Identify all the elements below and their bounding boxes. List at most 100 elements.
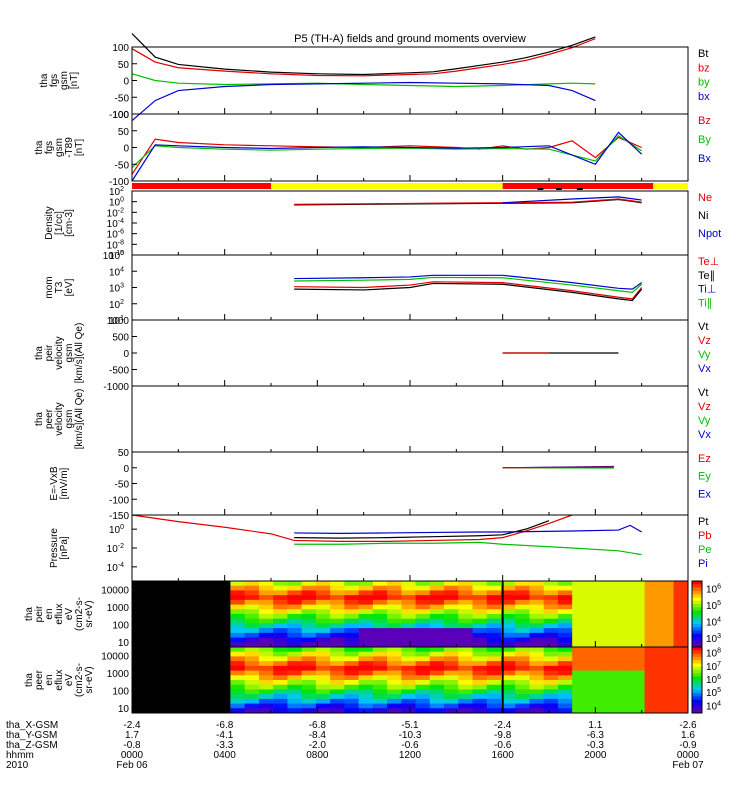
y-axis-label: E=-VxB xyxy=(49,466,60,501)
spectrogram-cell xyxy=(601,680,617,686)
spectrogram-cell xyxy=(401,618,417,624)
spectrogram-cell xyxy=(330,599,345,606)
spectrogram-cell xyxy=(358,632,374,639)
spectrogram-cell xyxy=(515,694,530,700)
series-line-Pi xyxy=(294,524,642,534)
spectrogram-cell xyxy=(330,628,345,634)
spectrogram-cell xyxy=(572,618,588,624)
spectrogram-cell xyxy=(586,651,602,657)
legend-Vt: Vt xyxy=(698,387,708,399)
spectrogram-cell xyxy=(615,628,631,634)
spectrogram-cell xyxy=(529,618,545,624)
spectrogram-cell xyxy=(330,623,345,629)
no-data-region xyxy=(132,647,231,713)
legend-Vy: Vy xyxy=(698,349,711,361)
spectrogram-cell xyxy=(586,628,602,634)
spectrogram-cell xyxy=(543,665,559,672)
x-tick-label: -2.4 xyxy=(494,720,512,731)
spectrogram-cell xyxy=(500,698,516,705)
spectrogram-cell xyxy=(472,656,488,662)
spectrogram-cell xyxy=(273,670,288,676)
colorbar-tick-label: 105 xyxy=(706,687,721,699)
colorbar-segment xyxy=(692,607,702,612)
mode-bar-segment xyxy=(132,183,271,189)
series-line-Ti∥ xyxy=(294,276,643,294)
spectrogram-cell xyxy=(444,684,459,690)
legend-Pi: Pi xyxy=(698,558,708,570)
spectrogram-cell xyxy=(358,581,374,587)
legend-Ez: Ez xyxy=(698,453,711,465)
spectrogram-cell xyxy=(387,637,402,643)
spectrogram-cell xyxy=(444,599,459,606)
spectrogram-cell xyxy=(615,670,631,676)
spectrogram-cell xyxy=(372,585,388,591)
spectrogram-cell xyxy=(644,595,660,601)
spectrogram-cell xyxy=(401,585,417,591)
x-tick-label: 0400 xyxy=(214,750,237,761)
spectrogram-cell xyxy=(230,680,246,686)
spectrogram-cell xyxy=(529,689,545,695)
spectrogram-cell xyxy=(401,661,417,667)
panel-peer-velocity: tha peer velocity gsm [km/s](All Qe) Vt Vz Vy Vx xyxy=(34,385,711,453)
spectrogram-cell xyxy=(330,680,345,686)
spectrogram-cell xyxy=(472,684,488,690)
spectrogram-cell xyxy=(344,632,360,639)
y-tick-label: -1000 xyxy=(103,382,129,393)
spectrogram-cell xyxy=(659,689,675,695)
spectrogram-cell xyxy=(358,684,374,690)
y-axis-label: tha xyxy=(34,140,45,154)
spectrogram-cell xyxy=(287,581,303,587)
spectrogram-cell xyxy=(557,585,573,591)
spectrogram-cell xyxy=(630,590,646,596)
y-axis-label: (cm2-s- xyxy=(74,597,85,631)
spectrogram-cell xyxy=(644,680,660,686)
spectrogram-cell xyxy=(358,689,374,695)
spectrogram-cell xyxy=(258,642,274,648)
spectrogram-cell xyxy=(358,665,374,672)
spectrogram-cell xyxy=(444,637,459,643)
spectrogram-cell xyxy=(330,689,345,695)
colorbar-segment xyxy=(692,706,702,711)
spectrogram-cell xyxy=(572,609,588,615)
spectrogram-cell xyxy=(330,590,345,596)
spectrogram-cell xyxy=(529,614,545,620)
spectrogram-cell xyxy=(515,661,530,667)
spectrogram-cell xyxy=(586,680,602,686)
spectrogram-cell xyxy=(315,618,331,624)
spectrogram-cell xyxy=(659,632,675,639)
spectrogram-cell xyxy=(401,614,417,620)
spectrogram-cell xyxy=(429,595,445,601)
spectrogram-cell xyxy=(358,599,374,606)
spectrogram-cell xyxy=(301,642,317,648)
spectrogram-cell xyxy=(615,665,631,672)
spectrogram-cell xyxy=(429,684,445,690)
spectrogram-cell xyxy=(543,661,559,667)
spectrogram-cell xyxy=(659,604,675,610)
spectrogram-cell xyxy=(644,684,660,690)
spectrogram-cell xyxy=(344,581,360,587)
spectrogram-cell xyxy=(557,665,573,672)
spectrogram-cell xyxy=(673,632,689,639)
spectrogram-cell xyxy=(230,595,246,601)
y-axis-label: Density xyxy=(44,206,55,239)
spectrogram-cell xyxy=(387,632,402,639)
x-tick-label: -0.9 xyxy=(679,740,697,751)
spectrogram-cell xyxy=(273,618,288,624)
spectrogram-cell xyxy=(273,585,288,591)
spectrogram-cell xyxy=(444,632,459,639)
spectrogram-cell xyxy=(673,651,689,657)
spectrogram-cell xyxy=(301,618,317,624)
spectrogram-cell xyxy=(630,604,646,610)
spectrogram-cell xyxy=(244,665,260,672)
spectrogram-cell xyxy=(230,614,246,620)
spectrogram-cell xyxy=(673,647,689,653)
spectrogram-cell xyxy=(458,698,474,705)
y-axis-label: sr-eV) xyxy=(84,666,95,693)
spectrogram-cell xyxy=(458,661,474,667)
spectrogram-cell xyxy=(301,599,317,606)
spectrogram-cell xyxy=(287,614,303,620)
spectrogram-cell xyxy=(630,661,646,667)
spectrogram-cell xyxy=(472,647,488,653)
legend-Pt: Pt xyxy=(698,516,708,528)
